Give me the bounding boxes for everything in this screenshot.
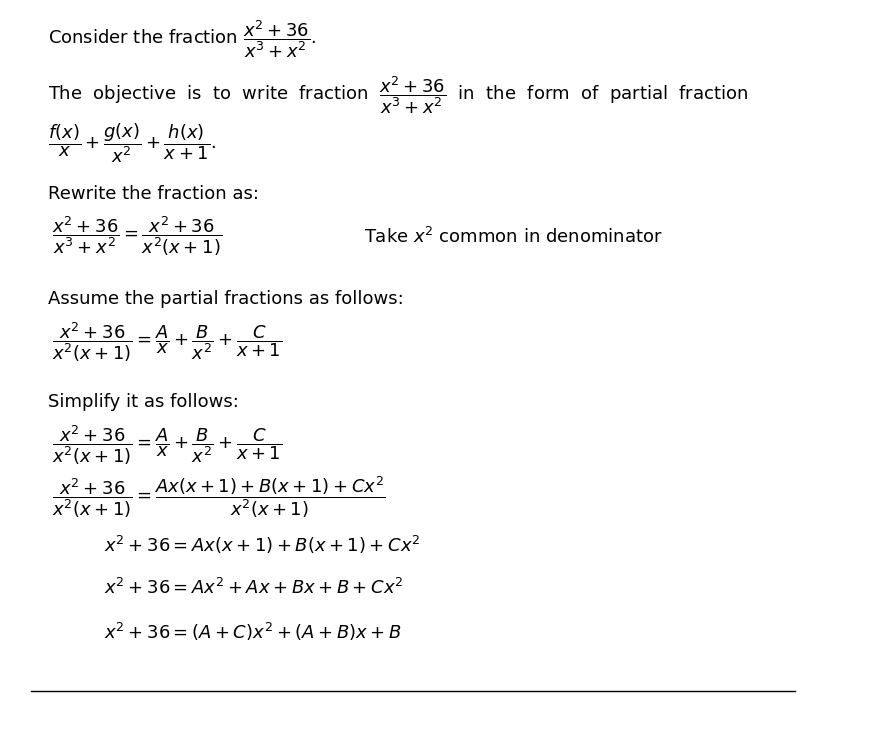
Text: $x^2+36=Ax^2+Ax+Bx+B+Cx^2$: $x^2+36=Ax^2+Ax+Bx+B+Cx^2$ bbox=[104, 579, 403, 599]
Text: $\dfrac{x^2+36}{x^2(x+1)}=\dfrac{A}{x}+\dfrac{B}{x^2}+\dfrac{C}{x+1}$: $\dfrac{x^2+36}{x^2(x+1)}=\dfrac{A}{x}+\… bbox=[52, 423, 282, 467]
Text: Consider the fraction $\dfrac{x^2+36}{x^3+x^2}$.: Consider the fraction $\dfrac{x^2+36}{x^… bbox=[47, 18, 315, 61]
Text: $\dfrac{x^2+36}{x^3+x^2}=\dfrac{x^2+36}{x^2(x+1)}$: $\dfrac{x^2+36}{x^3+x^2}=\dfrac{x^2+36}{… bbox=[52, 215, 221, 258]
Text: $\dfrac{x^2+36}{x^2(x+1)}=\dfrac{Ax(x+1)+B(x+1)+Cx^2}{x^2(x+1)}$: $\dfrac{x^2+36}{x^2(x+1)}=\dfrac{Ax(x+1)… bbox=[52, 475, 385, 520]
Text: $x^2+36=(A+C)x^2+(A+B)x+B$: $x^2+36=(A+C)x^2+(A+B)x+B$ bbox=[104, 621, 401, 643]
Text: The  objective  is  to  write  fraction  $\dfrac{x^2+36}{x^3+x^2}$  in  the  for: The objective is to write fraction $\dfr… bbox=[47, 75, 747, 116]
Text: $x^2+36=Ax(x+1)+B(x+1)+Cx^2$: $x^2+36=Ax(x+1)+B(x+1)+Cx^2$ bbox=[104, 534, 421, 556]
Text: $\dfrac{x^2+36}{x^2(x+1)}=\dfrac{A}{x}+\dfrac{B}{x^2}+\dfrac{C}{x+1}$: $\dfrac{x^2+36}{x^2(x+1)}=\dfrac{A}{x}+\… bbox=[52, 320, 282, 364]
Text: Take $x^2$ common in denominator: Take $x^2$ common in denominator bbox=[363, 227, 662, 246]
Text: Rewrite the fraction as:: Rewrite the fraction as: bbox=[47, 184, 258, 203]
Text: Assume the partial fractions as follows:: Assume the partial fractions as follows: bbox=[47, 290, 403, 308]
Text: $\dfrac{f(x)}{x}+\dfrac{g(x)}{x^2}+\dfrac{h(x)}{x+1}$.: $\dfrac{f(x)}{x}+\dfrac{g(x)}{x^2}+\dfra… bbox=[47, 121, 215, 165]
Text: Simplify it as follows:: Simplify it as follows: bbox=[47, 393, 238, 410]
